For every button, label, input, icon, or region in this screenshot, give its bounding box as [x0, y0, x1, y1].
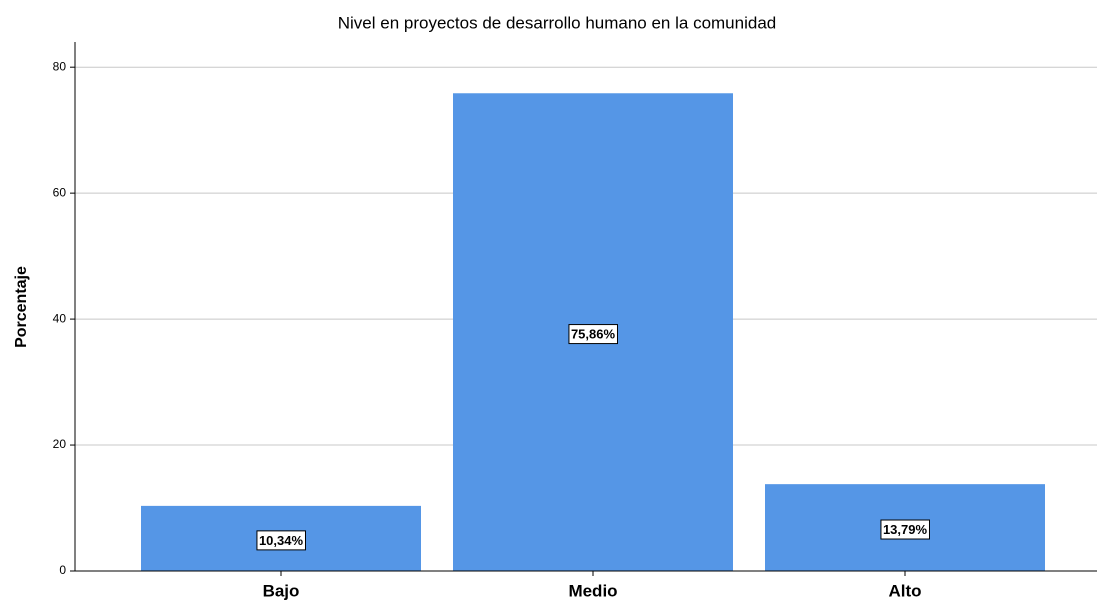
y-tick-label: 80: [53, 59, 67, 73]
y-tick-label: 20: [53, 437, 67, 451]
value-label: 13,79%: [883, 522, 928, 537]
value-label-box: [880, 519, 930, 540]
x-tick-label: Medio: [568, 581, 617, 600]
value-label: 10,34%: [259, 533, 304, 548]
x-tick-label: Bajo: [263, 581, 300, 600]
y-axis-title: Porcentaje: [13, 266, 30, 348]
value-label: 75,86%: [571, 327, 616, 342]
value-label-box: [256, 530, 306, 551]
y-tick-label: 60: [53, 185, 67, 199]
y-tick-label: 40: [53, 311, 67, 325]
value-label-box: [568, 324, 618, 345]
y-tick-label: 0: [59, 563, 66, 577]
chart-title: Nivel en proyectos de desarrollo humano …: [338, 13, 776, 32]
x-tick-label: Alto: [888, 581, 921, 600]
